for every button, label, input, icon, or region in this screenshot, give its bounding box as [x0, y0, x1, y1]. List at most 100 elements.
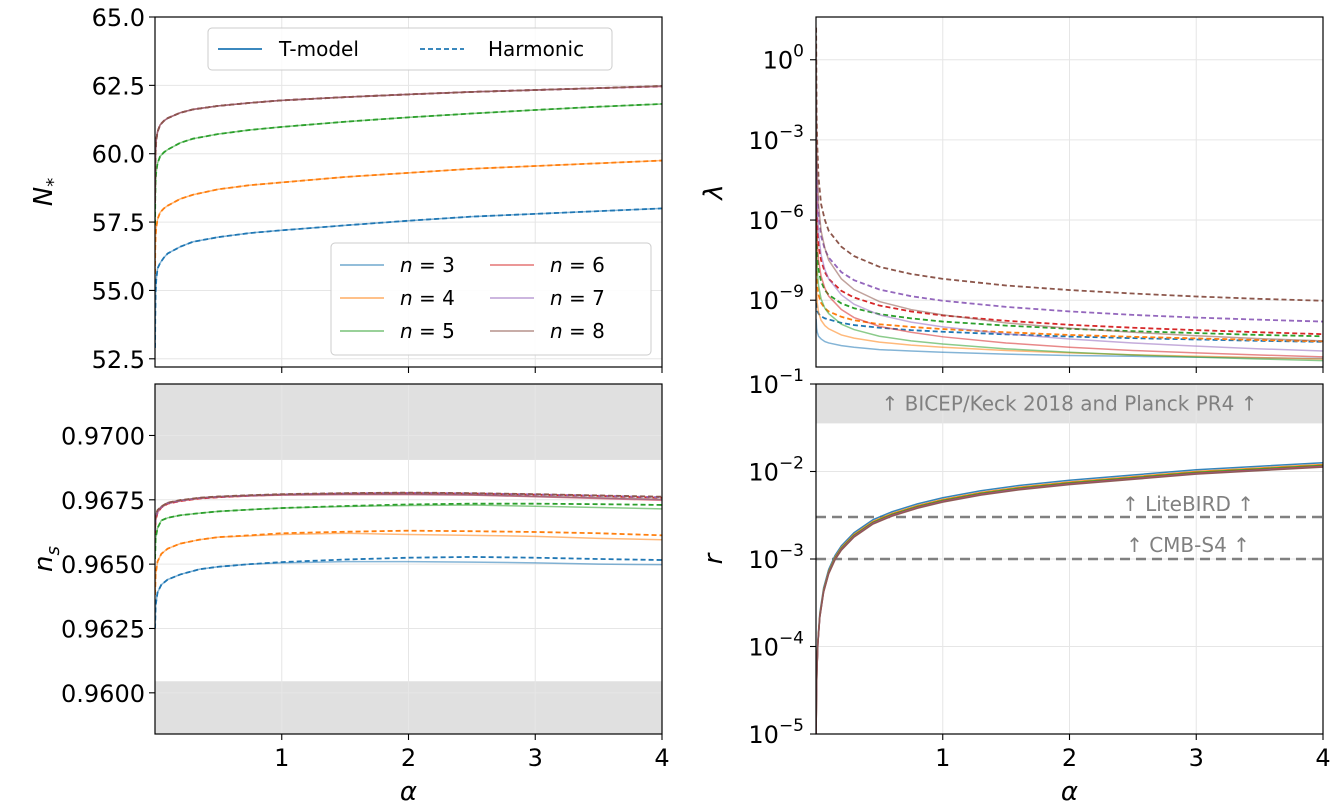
legend-value: = 4	[413, 286, 455, 310]
x-tick-label-1: 2	[401, 744, 416, 772]
legend-box	[207, 27, 613, 71]
tick-exponent: −2	[779, 454, 804, 474]
tick-base: 10	[748, 634, 779, 662]
series-harmonic-n8	[155, 491, 662, 529]
series-harmonic-n3	[155, 556, 662, 629]
legend-box	[330, 242, 652, 356]
ylabel-sub: *	[43, 178, 64, 187]
y-axis-label: λ	[699, 184, 729, 201]
y-tick-label-3: 10−9	[748, 282, 804, 315]
series-tmodel-n8	[816, 46, 1323, 342]
y-tick-label-5: 65.0	[92, 4, 145, 32]
x-tick-label-2: 3	[528, 744, 543, 772]
legend-value: = 6	[563, 253, 605, 277]
x-tick-label-3: 4	[1315, 744, 1330, 772]
legend-label-n8: n = 8	[550, 319, 605, 343]
y-tick-label-4: 10−1	[748, 366, 804, 399]
tick-base: 10	[748, 459, 779, 487]
y-tick-label-3: 0.9675	[61, 487, 145, 515]
tick-base: 10	[748, 287, 779, 315]
y-tick-label-1: 10−4	[748, 629, 804, 662]
y-axis-label: N*	[29, 178, 64, 206]
series-harmonic-n5	[155, 103, 662, 225]
legend-value: = 7	[563, 286, 605, 310]
y-tick-label-2: 10−3	[748, 541, 804, 574]
x-tick-label-0: 1	[274, 744, 289, 772]
series-harmonic-n4	[155, 159, 662, 275]
tick-base: 10	[748, 127, 779, 155]
legend-var: n	[550, 253, 563, 277]
y-tick-label-4: 0.9700	[61, 422, 145, 450]
series-tmodel-n4	[155, 532, 662, 596]
y-tick-label-2: 57.5	[92, 209, 145, 237]
tick-base: 10	[748, 207, 779, 235]
legend-label-n5: n = 5	[400, 319, 455, 343]
x-tick-label-3: 4	[654, 744, 669, 772]
series-tmodel-n6	[816, 161, 1323, 358]
annotation-2: ↑ CMB-S4 ↑	[1126, 533, 1250, 557]
panel-ns: 1 2 3 4 0.9600 0.9625 0.9650 0.9675 0.9700 α ns	[29, 383, 670, 807]
y-tick-label-3: 60.0	[92, 141, 145, 169]
x-tick-label-2: 3	[1189, 744, 1204, 772]
legend-label-n7: n = 7	[550, 286, 605, 310]
annotation-1: ↑ LiteBIRD ↑	[1122, 492, 1254, 516]
tick-base: 10	[748, 721, 779, 749]
legend-label-n4: n = 4	[400, 286, 455, 310]
series-tmodel-n8	[816, 466, 1323, 734]
panel-r: 1 2 3 410−510−410−310−210−1αr↑ BICEP/Keck 2…	[699, 366, 1331, 807]
y-tick-label-0: 100	[763, 42, 804, 75]
series-harmonic-n5	[816, 195, 1323, 338]
y-tick-label-1: 10−3	[748, 122, 804, 155]
legend-var: n	[400, 253, 413, 277]
legend-var: n	[550, 319, 563, 343]
tick-exponent: −5	[779, 716, 804, 736]
series-harmonic-n8	[155, 85, 662, 203]
ylabel-main: N	[29, 187, 59, 206]
annotation-0: ↑ BICEP/Keck 2018 and Planck PR4 ↑	[881, 391, 1257, 415]
series-harmonic-n5	[155, 502, 662, 560]
series-harmonic-n4	[155, 529, 662, 596]
panel-N: 52.5 55.0 57.5 60.0 62.5 65.0 N* T-model Harmoni…	[29, 4, 663, 374]
series-tmodel-n3	[816, 318, 1323, 360]
tick-base: 10	[763, 47, 794, 75]
legend-var: n	[550, 286, 563, 310]
y-axis-label: ns	[29, 546, 64, 572]
tick-exponent: 0	[793, 42, 804, 62]
legend-label-tmodel: T-model	[278, 37, 359, 61]
y-axis-label: r	[699, 551, 729, 564]
legend-style: T-model Harmonic	[207, 27, 613, 71]
series-harmonic-n6	[816, 145, 1323, 336]
ylabel-main: r	[699, 551, 729, 564]
x-axis-label: α	[1061, 777, 1078, 807]
x-axis-label: α	[400, 777, 417, 807]
ylabel-main: n	[29, 555, 59, 571]
tick-exponent: −6	[779, 202, 804, 222]
legend-value: = 8	[563, 319, 605, 343]
tick-base: 10	[748, 546, 779, 574]
ylabel-main: λ	[699, 184, 729, 201]
y-tick-label-4: 62.5	[92, 72, 145, 100]
series-tmodel-n7	[816, 99, 1323, 352]
series-harmonic-n8	[816, 27, 1323, 302]
x-tick-label-1: 2	[1062, 744, 1077, 772]
x-tick-label-0: 1	[935, 744, 950, 772]
y-tick-label-1: 55.0	[92, 277, 145, 305]
tick-exponent: −3	[779, 541, 804, 561]
legend-label-n3: n = 3	[400, 253, 455, 277]
legend-var: n	[400, 286, 413, 310]
y-tick-label-1: 0.9625	[61, 615, 145, 643]
series-tmodel-n5	[816, 212, 1323, 362]
legend-n: n = 3n = 4n = 5n = 6n = 7n = 8	[330, 242, 652, 356]
y-tick-label-0: 0.9600	[61, 680, 145, 708]
legend-label-harmonic: Harmonic	[488, 37, 584, 61]
tick-exponent: −1	[779, 366, 804, 386]
y-tick-label-2: 10−6	[748, 202, 804, 235]
tick-exponent: −3	[779, 122, 804, 142]
y-tick-label-0: 10−5	[748, 716, 804, 749]
tick-base: 10	[748, 371, 779, 399]
tick-exponent: −9	[779, 282, 804, 302]
y-tick-label-0: 52.5	[92, 346, 145, 374]
legend-value: = 3	[413, 253, 455, 277]
